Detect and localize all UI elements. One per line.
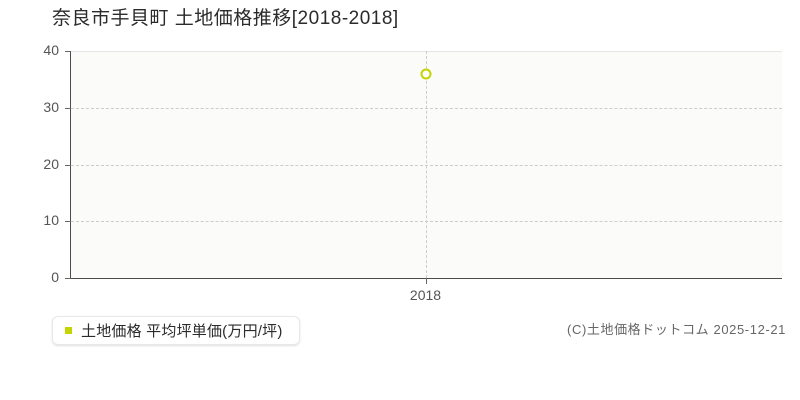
legend-item-label: 土地価格 平均坪単価(万円/坪): [81, 323, 283, 340]
chart-title-main: 奈良市手貝町 土地価格推移: [52, 8, 292, 29]
y-gridline: [71, 221, 782, 223]
copyright-credit: (C)土地価格ドットコム 2025-12-21: [567, 322, 786, 337]
data-point-marker[interactable]: [420, 68, 431, 80]
y-tick-mark: [65, 107, 71, 109]
y-tick-label: 10: [43, 212, 59, 229]
x-gridline: [425, 51, 427, 278]
y-tick-label: 0: [51, 269, 59, 285]
y-tick-mark: [65, 164, 71, 166]
chart-legend[interactable]: 土地価格 平均坪単価(万円/坪): [52, 316, 300, 345]
y-tick-mark: [65, 278, 71, 279]
y-tick-label: 30: [43, 98, 59, 115]
y-gridline: [71, 51, 782, 52]
chart-title: 奈良市手貝町 土地価格推移[2018-2018]: [52, 6, 399, 32]
x-tick-mark: [425, 278, 427, 284]
x-tick-label: 2018: [409, 287, 442, 303]
y-tick-mark: [65, 51, 71, 52]
y-gridline: [71, 164, 782, 166]
legend-swatch-icon: [65, 327, 72, 334]
y-tick-label: 20: [43, 155, 59, 172]
y-tick-label: 40: [43, 42, 59, 58]
y-tick-mark: [65, 221, 71, 223]
y-gridline: [71, 107, 782, 109]
chart-title-range: [2018-2018]: [291, 8, 399, 29]
plot-area: 0 10 20 30 40 2018: [43, 42, 782, 303]
